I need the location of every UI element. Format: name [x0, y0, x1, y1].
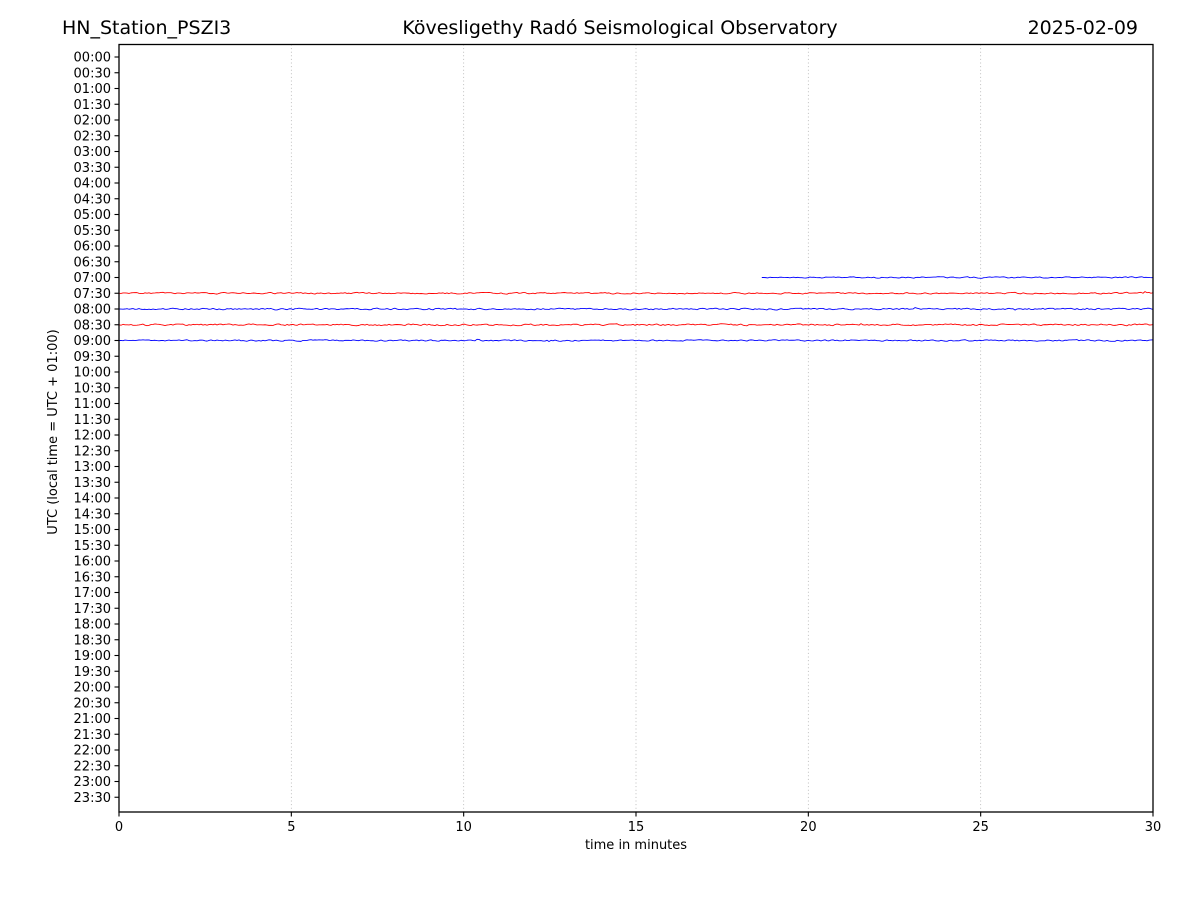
y-tick-label: 04:30 [74, 192, 111, 207]
x-tick-label: 20 [800, 820, 817, 835]
y-tick-label: 20:30 [74, 696, 111, 711]
y-tick-label: 10:30 [74, 381, 111, 396]
y-tick-label: 14:30 [74, 507, 111, 522]
y-tick-label: 18:00 [74, 618, 111, 633]
y-tick-label: 00:30 [74, 66, 111, 81]
x-tick-label: 15 [628, 820, 645, 835]
gridlines [290, 44, 982, 812]
y-tick-label: 09:30 [74, 350, 111, 365]
y-tick-label: 15:00 [74, 523, 111, 538]
y-tick-label: 17:00 [74, 586, 111, 601]
y-tick-label: 04:00 [74, 177, 111, 192]
seismogram-trace-0730 [118, 291, 1154, 295]
y-tick-label: 02:00 [74, 114, 111, 129]
y-tick-label: 05:00 [74, 208, 111, 223]
y-tick-label: 13:30 [74, 476, 111, 491]
y-tick-label: 16:00 [74, 555, 111, 570]
tick-labels: 00:0000:3001:0001:3002:0002:3003:0003:30… [74, 51, 1162, 836]
y-tick-label: 15:30 [74, 539, 111, 554]
y-tick-label: 17:30 [74, 602, 111, 617]
y-tick-label: 23:30 [74, 791, 111, 806]
y-axis-label: UTC (local time = UTC + 01:00) [46, 329, 61, 534]
seismogram-trace-0830 [118, 323, 1154, 327]
y-tick-label: 21:00 [74, 712, 111, 727]
trace-lines [118, 276, 1154, 342]
y-tick-label: 12:30 [74, 444, 111, 459]
y-tick-label: 09:00 [74, 334, 111, 349]
axes [114, 43, 1154, 817]
y-tick-label: 07:30 [74, 287, 111, 302]
x-tick-label: 25 [972, 820, 989, 835]
observatory-title: Kövesligethy Radó Seismological Observat… [402, 17, 837, 39]
y-tick-label: 02:30 [74, 129, 111, 144]
y-tick-label: 12:00 [74, 429, 111, 444]
y-tick-label: 03:00 [74, 145, 111, 160]
x-tick-label: 30 [1145, 820, 1162, 835]
y-tick-label: 08:00 [74, 303, 111, 318]
y-tick-label: 21:30 [74, 728, 111, 743]
y-tick-label: 06:00 [74, 240, 111, 255]
y-tick-label: 19:00 [74, 649, 111, 664]
seismogram-trace-0700 [761, 276, 1154, 279]
x-tick-label: 5 [287, 820, 295, 835]
y-tick-label: 23:00 [74, 775, 111, 790]
y-tick-label: 06:30 [74, 255, 111, 270]
y-tick-label: 13:00 [74, 460, 111, 475]
seismogram-trace-0800 [118, 307, 1154, 311]
y-tick-label: 01:00 [74, 82, 111, 97]
y-tick-label: 14:00 [74, 492, 111, 507]
y-tick-label: 20:00 [74, 681, 111, 696]
y-tick-label: 11:30 [74, 413, 111, 428]
y-tick-label: 19:30 [74, 665, 111, 680]
y-tick-label: 00:00 [74, 51, 111, 66]
y-tick-label: 07:00 [74, 271, 111, 286]
y-tick-label: 03:30 [74, 161, 111, 176]
date-label: 2025-02-09 [1028, 17, 1138, 39]
y-tick-label: 22:30 [74, 759, 111, 774]
station-label: HN_Station_PSZI3 [62, 17, 231, 39]
y-tick-label: 01:30 [74, 98, 111, 113]
x-tick-label: 10 [455, 820, 472, 835]
y-tick-label: 05:30 [74, 224, 111, 239]
x-tick-label: 0 [115, 820, 123, 835]
y-tick-label: 22:00 [74, 744, 111, 759]
x-axis-label: time in minutes [585, 838, 687, 853]
seismogram-trace-0900 [118, 338, 1154, 342]
y-tick-label: 16:30 [74, 570, 111, 585]
y-tick-label: 08:30 [74, 318, 111, 333]
y-tick-label: 10:00 [74, 366, 111, 381]
y-tick-label: 11:00 [74, 397, 111, 412]
y-tick-label: 18:30 [74, 633, 111, 648]
